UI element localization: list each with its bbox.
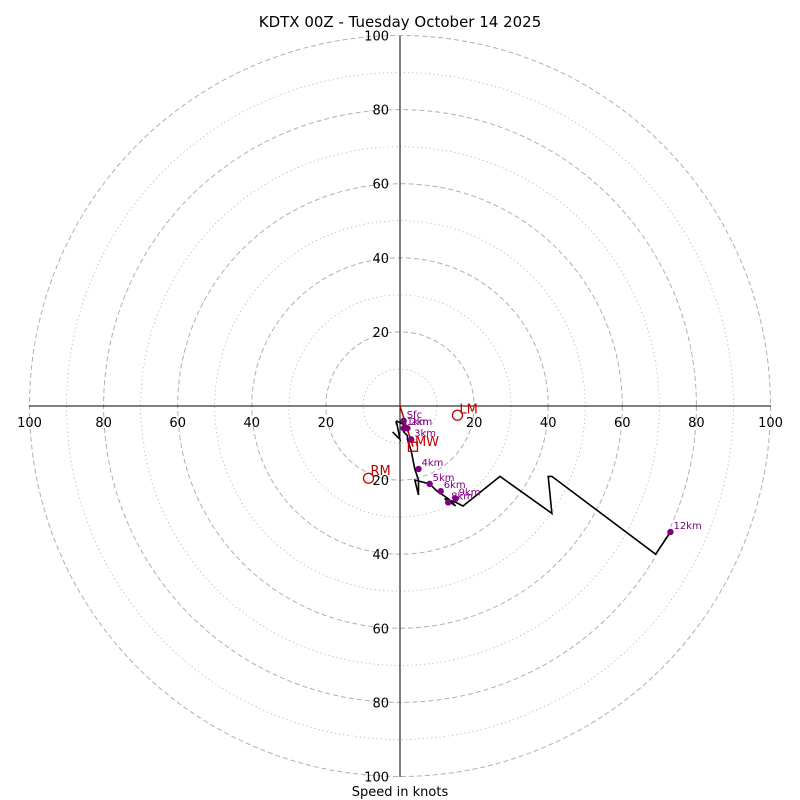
y-tick-label: 60: [372, 622, 389, 637]
x-tick-label: 100: [17, 416, 42, 431]
x-axis-label: Speed in knots: [352, 785, 449, 800]
y-tick-label: 40: [372, 548, 389, 563]
height-marker-sfc: [400, 417, 407, 425]
y-tick-label: 20: [372, 474, 389, 489]
y-tick-label: 60: [372, 178, 389, 193]
height-label-6km: 6km: [444, 480, 466, 491]
chart-title: KDTX 00Z - Tuesday October 14 2025: [259, 13, 542, 31]
left-mover-marker: [451, 409, 464, 421]
x-tick-label: 20: [318, 416, 335, 431]
left-mover-label: LM: [459, 402, 477, 417]
height-label-5km: 5km: [433, 473, 455, 484]
x-tick-label: 60: [614, 416, 631, 431]
height-marker-5km: [426, 480, 433, 488]
y-tick-label: 100: [364, 30, 389, 45]
height-label-2km: 2km: [410, 417, 432, 428]
y-tick-label: 80: [372, 696, 389, 711]
height-marker-12km: [667, 528, 674, 536]
height-label-8km: 8km: [451, 491, 473, 502]
mean-wind-marker: [407, 441, 419, 452]
height-marker-9km: [452, 495, 459, 502]
x-tick-label: 40: [244, 416, 261, 431]
y-tick-label: 80: [372, 104, 389, 119]
height-label-12km: 12km: [673, 521, 701, 532]
hodograph-low-levels: [392, 420, 402, 442]
height-marker-4km: [415, 465, 422, 473]
hodograph-line: [395, 420, 672, 556]
x-tick-label: 60: [169, 416, 186, 431]
x-tick-label: 80: [688, 416, 705, 431]
height-marker-8km: [444, 499, 452, 506]
y-tick-label: 20: [372, 326, 389, 341]
height-label-3km: 3km: [414, 428, 436, 439]
height-label-4km: 4km: [422, 458, 444, 469]
height-label-sfc: Sfc: [407, 410, 422, 421]
height-marker-3km: [407, 436, 415, 443]
y-tick-label: 100: [364, 771, 389, 786]
storm-motion: LM RM MW: [362, 402, 478, 484]
x-tick-label: 40: [540, 416, 557, 431]
x-tick-label: 80: [95, 416, 112, 431]
right-mover-label: RM: [371, 464, 391, 479]
x-tick-label: 100: [758, 416, 783, 431]
mean-wind-label: MW: [415, 435, 439, 450]
x-tick-label: 20: [466, 416, 483, 431]
height-label-1km: 1km: [407, 417, 429, 428]
height-label-9km: 9km: [459, 488, 481, 499]
y-tick-labels: 100 80 60 40 20 20 40 60 80 100: [364, 30, 389, 786]
height-marker-2km: [404, 425, 411, 432]
x-tick-labels: 100 80 60 40 20 20 40 60 80 100: [17, 416, 783, 431]
height-marker-6km: [437, 488, 444, 495]
y-tick-label: 40: [372, 252, 389, 267]
right-mover-marker: [362, 472, 375, 484]
